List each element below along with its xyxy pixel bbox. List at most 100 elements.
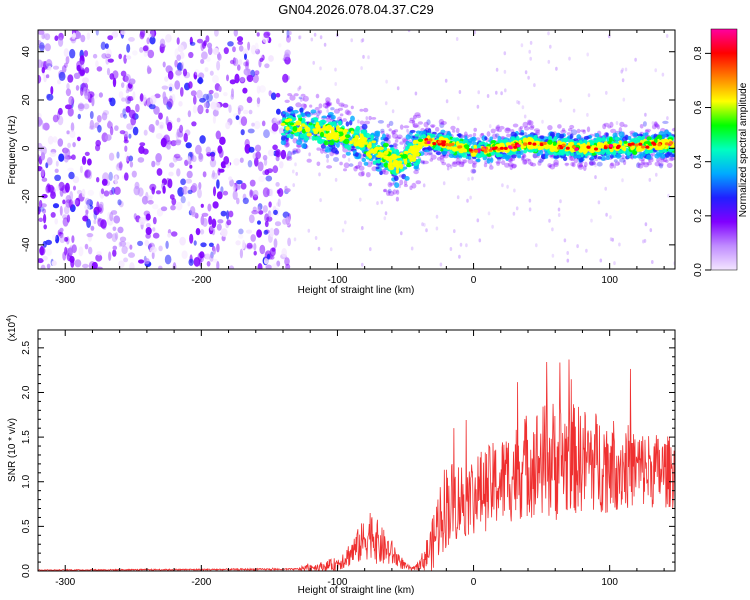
noise-blob [70,258,75,268]
noise-blob [66,214,71,223]
signal-cell [511,164,517,169]
noise-speckle [654,68,657,73]
signal-cell [435,151,442,156]
noise-blob [205,108,209,114]
signal-cell [380,136,384,141]
noise-blob [210,251,214,259]
signal-cell [280,122,286,126]
signal-cell [472,152,476,157]
noise-blob [96,66,103,72]
noise-blob [199,135,206,144]
noise-blob [65,55,70,65]
noise-blob [100,188,105,195]
signal-cell [507,162,514,167]
noise-blob [284,49,291,57]
signal-peak [565,146,570,150]
signal-cell [568,156,574,161]
noise-blob [54,218,58,225]
noise-blob [58,71,66,81]
signal-cell [412,114,417,120]
noise-speckle [637,161,640,166]
noise-blob [270,92,277,100]
noise-blob [180,61,184,71]
signal-cell [389,144,394,148]
signal-cell [622,136,628,142]
signal-peak [437,140,442,144]
signal-cell [518,132,525,136]
noise-blob [38,217,44,222]
noise-blob [109,126,114,136]
signal-cell [327,112,334,116]
noise-blob [258,85,266,93]
noise-speckle [618,242,621,247]
signal-cell [320,148,324,154]
signal-cell [383,155,389,160]
noise-blob [247,41,251,51]
noise-blob [223,47,229,55]
noise-speckle [551,227,554,232]
noise-speckle [655,172,658,177]
snr-y-tick-label: 1.5 [21,430,32,444]
noise-blob [65,88,71,97]
noise-blob [69,191,74,201]
noise-blob [145,227,152,235]
noise-blob [175,131,180,140]
spectrogram-y-tick-label: -20 [21,189,32,204]
noise-blob [75,85,80,91]
noise-blob [87,169,93,180]
noise-blob [70,122,75,132]
noise-blob [123,257,129,263]
signal-cell [380,128,385,133]
noise-blob [158,121,165,130]
noise-blob [188,51,194,59]
noise-speckle [590,218,593,223]
noise-blob [246,74,254,83]
noise-speckle [361,262,364,267]
signal-cell [343,162,350,169]
noise-blob [151,186,155,195]
noise-blob [203,102,209,109]
noise-blob [179,124,184,133]
signal-cell [342,154,347,159]
signal-peak [527,141,532,145]
signal-cell [553,155,560,159]
noise-blob [200,229,205,235]
snr-x-tick-label: -100 [327,577,347,588]
noise-blob [271,263,278,269]
noise-speckle [497,124,500,129]
noise-blob [208,215,213,225]
noise-blob [150,30,155,38]
noise-blob [209,254,214,262]
noise-blob [242,87,248,94]
noise-blob [151,251,155,260]
signal-cell [326,118,332,123]
noise-speckle [533,83,536,88]
noise-speckle [572,108,576,113]
signal-peak [499,146,504,150]
noise-blob [95,254,103,262]
noise-blob [187,110,192,118]
noise-blob [180,87,184,97]
noise-blob [38,142,43,151]
noise-speckle [528,198,532,203]
signal-cell [580,129,586,133]
signal-cell [397,160,403,164]
spectrogram-x-axis-label: Height of straight line (km) [298,285,415,296]
signal-cell [409,117,414,122]
noise-blob [151,126,155,133]
noise-blob [257,263,263,269]
noise-blob [212,170,215,178]
noise-speckle [326,158,329,163]
signal-cell [455,127,460,134]
noise-blob [102,110,109,116]
signal-cell [364,141,368,145]
noise-blob [233,182,241,189]
signal-cell [417,121,423,125]
signal-cell [350,115,355,122]
signal-peak [645,145,650,149]
noise-blob [125,55,132,60]
noise-speckle [383,216,387,221]
signal-cell [392,133,398,139]
noise-blob [264,169,270,176]
noise-blob [213,186,216,197]
